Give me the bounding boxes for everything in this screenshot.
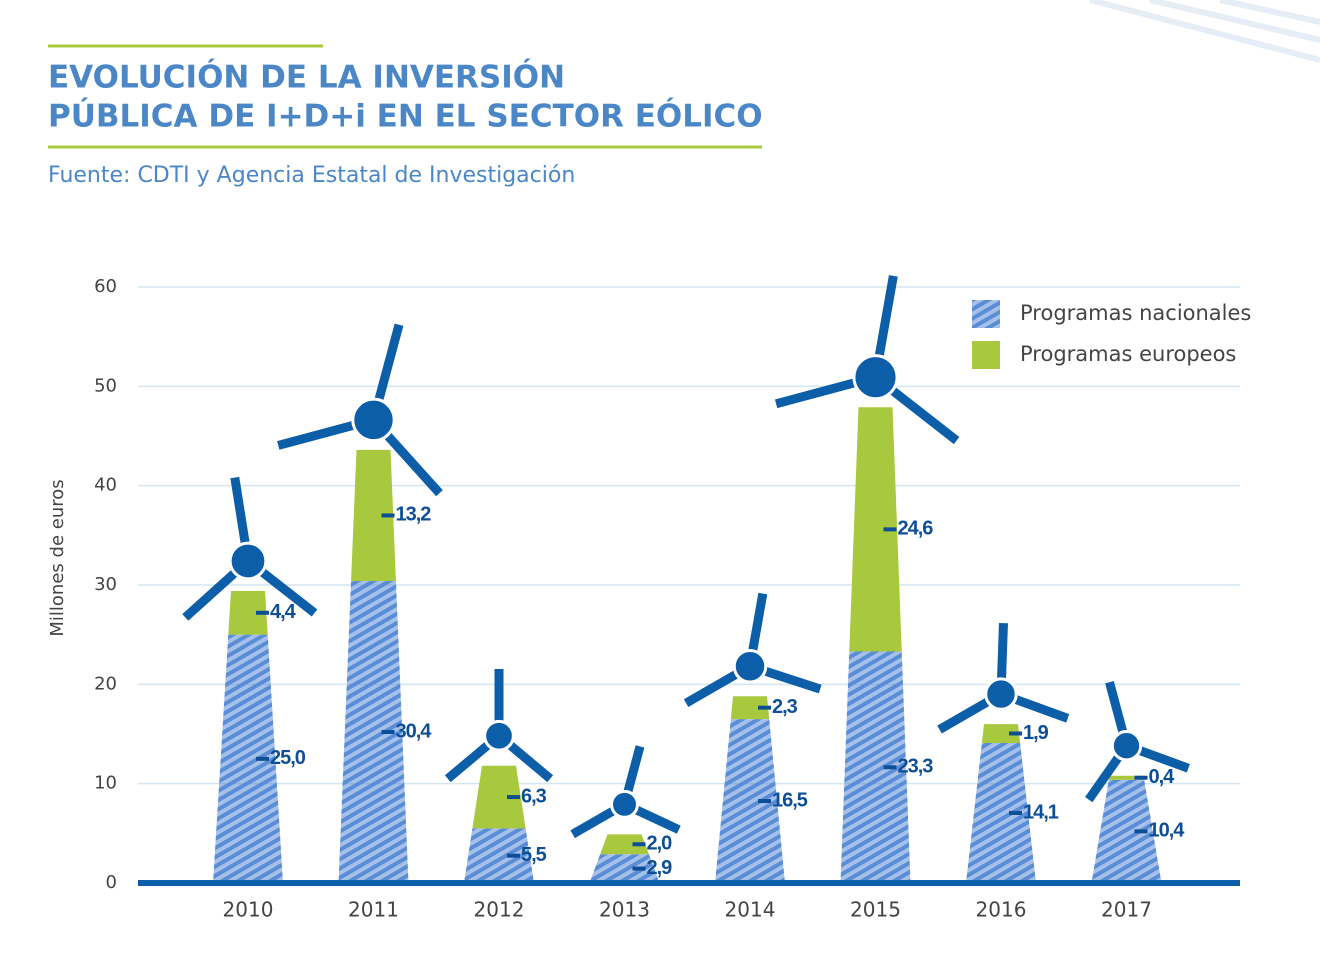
- y-tick-label: 20: [94, 673, 117, 694]
- turbine-hub: [852, 354, 899, 401]
- turbine-blade: [1085, 750, 1126, 803]
- turbine-blade: [378, 426, 443, 497]
- turbine-blade: [996, 622, 1008, 686]
- bar-segment: [589, 854, 660, 883]
- turbine-blade: [570, 804, 621, 839]
- bar-segment: [338, 581, 409, 883]
- value-label: 6,3: [521, 785, 547, 807]
- bar-segment: [981, 724, 1021, 743]
- turbine-blade: [757, 664, 822, 694]
- turbine-blade: [1132, 744, 1190, 773]
- value-label: 2,9: [647, 857, 673, 879]
- turbine-blade: [683, 667, 745, 708]
- turbine-blade: [882, 381, 960, 445]
- x-tick-label: 2013: [599, 898, 650, 922]
- turbine-blade: [622, 745, 645, 798]
- turbine-hub: [984, 677, 1018, 711]
- turbine-hub: [483, 719, 515, 752]
- turbine-blade: [873, 275, 898, 366]
- y-tick-label: 40: [94, 475, 117, 496]
- turbine-blade: [774, 376, 865, 409]
- turbine-blade: [502, 737, 554, 783]
- turbine-hub: [1110, 730, 1143, 762]
- turbine-hub: [610, 789, 639, 819]
- y-tick-label: 60: [94, 276, 117, 297]
- bar-segment: [715, 719, 785, 883]
- bar-segment: [213, 634, 283, 883]
- turbine-hub: [732, 648, 768, 684]
- value-label: 2,3: [772, 696, 798, 718]
- turbine-hub: [228, 541, 268, 581]
- legend-swatch: [972, 300, 1000, 328]
- y-tick-label: 30: [94, 574, 117, 595]
- chart-title: PÚBLICA DE I+D+i EN EL SECTOR EÓLICO: [48, 98, 763, 135]
- turbine-blade: [277, 418, 363, 450]
- legend-label: Programas europeos: [1020, 342, 1236, 366]
- turbine-blade: [253, 564, 318, 617]
- bar-segment: [966, 742, 1036, 883]
- x-tick-label: 2015: [850, 898, 901, 922]
- value-label: 30,4: [396, 720, 433, 742]
- value-label: 0,4: [1149, 766, 1176, 788]
- bar-segment: [464, 828, 534, 883]
- bar-segment: [1091, 779, 1162, 883]
- y-axis-label: Millones de euros: [47, 479, 68, 636]
- value-label: 23,3: [898, 756, 934, 778]
- y-tick-label: 0: [106, 872, 117, 893]
- legend-swatch: [972, 341, 1000, 369]
- x-tick-label: 2017: [1101, 898, 1152, 922]
- x-tick-label: 2010: [223, 898, 274, 922]
- bar-segment: [840, 651, 911, 883]
- value-label: 13,2: [396, 504, 432, 526]
- chart-title: EVOLUCIÓN DE LA INVERSIÓN: [48, 59, 565, 96]
- turbine-blade: [182, 564, 244, 621]
- turbine-blade: [747, 592, 768, 658]
- y-tick-label: 10: [94, 773, 117, 794]
- value-label: 24,6: [898, 518, 934, 540]
- x-tick-label: 2014: [725, 898, 776, 922]
- corner-decoration: [1089, 0, 1320, 63]
- turbine-blade: [1105, 680, 1129, 739]
- x-tick-label: 2016: [976, 898, 1027, 922]
- x-tick-label: 2012: [474, 898, 525, 922]
- legend-label: Programas nacionales: [1020, 301, 1251, 325]
- bar-segment: [351, 449, 396, 582]
- turbine-blade: [372, 323, 404, 410]
- x-tick-label: 2011: [348, 898, 399, 922]
- turbine-blade: [937, 694, 996, 734]
- value-label: 1,9: [1023, 722, 1049, 744]
- turbine-blade: [230, 476, 251, 552]
- bar-segment: [849, 407, 902, 652]
- y-tick-label: 50: [94, 375, 117, 396]
- bar-segment: [600, 834, 649, 855]
- value-label: 10,4: [1149, 820, 1186, 842]
- value-label: 2,0: [647, 833, 673, 855]
- bar-segment: [472, 765, 526, 829]
- turbine-hub: [351, 397, 396, 443]
- turbine-blade: [629, 803, 681, 834]
- value-label: 25,0: [270, 747, 306, 769]
- value-label: 16,5: [772, 789, 808, 811]
- turbine-blade: [444, 737, 496, 783]
- value-label: 14,1: [1023, 801, 1059, 823]
- value-label: 5,5: [521, 844, 547, 866]
- bar-segment: [228, 590, 268, 635]
- bar-segment: [730, 696, 770, 720]
- chart-subtitle: Fuente: CDTI y Agencia Estatal de Invest…: [48, 163, 575, 188]
- turbine-blade: [1008, 692, 1070, 723]
- value-label: 4,4: [270, 601, 297, 623]
